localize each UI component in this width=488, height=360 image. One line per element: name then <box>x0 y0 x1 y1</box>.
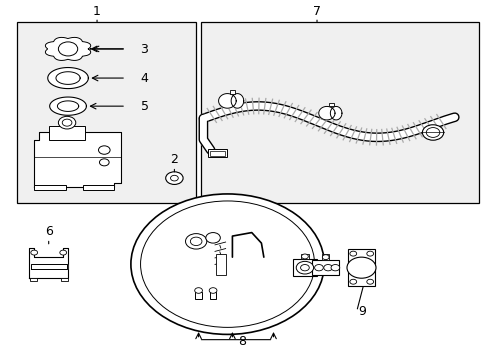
Circle shape <box>366 279 373 284</box>
Circle shape <box>60 250 66 255</box>
Bar <box>216 254 225 275</box>
Circle shape <box>296 261 313 274</box>
Circle shape <box>31 250 38 255</box>
Polygon shape <box>231 94 243 108</box>
Circle shape <box>58 42 78 56</box>
Text: 4: 4 <box>140 72 148 85</box>
Polygon shape <box>218 94 236 108</box>
Bar <box>30 278 37 281</box>
Text: 3: 3 <box>140 44 148 57</box>
Circle shape <box>205 233 220 243</box>
Polygon shape <box>318 107 334 120</box>
Polygon shape <box>330 107 341 120</box>
Text: 8: 8 <box>238 336 245 348</box>
Circle shape <box>58 116 76 129</box>
Circle shape <box>98 146 110 154</box>
Circle shape <box>323 265 332 271</box>
Text: 2: 2 <box>170 153 178 166</box>
Circle shape <box>185 234 206 249</box>
Bar <box>348 249 374 286</box>
Bar <box>61 278 67 281</box>
Circle shape <box>322 255 328 260</box>
Polygon shape <box>57 101 79 111</box>
Circle shape <box>366 251 373 256</box>
Bar <box>208 149 226 157</box>
Circle shape <box>349 279 356 284</box>
Bar <box>292 259 316 276</box>
Polygon shape <box>50 97 86 115</box>
Bar <box>311 260 339 275</box>
Circle shape <box>209 288 217 293</box>
Polygon shape <box>45 37 91 60</box>
Text: 5: 5 <box>140 100 148 113</box>
Polygon shape <box>48 68 88 89</box>
Circle shape <box>194 288 202 293</box>
Polygon shape <box>56 72 80 84</box>
Circle shape <box>300 265 308 271</box>
Text: 6: 6 <box>45 225 53 238</box>
Text: 9: 9 <box>357 305 365 318</box>
Polygon shape <box>34 132 121 187</box>
Text: 7: 7 <box>312 5 320 18</box>
Bar <box>322 254 328 260</box>
Circle shape <box>330 265 339 271</box>
Circle shape <box>140 201 314 327</box>
Bar <box>17 22 196 203</box>
Circle shape <box>99 159 109 166</box>
Bar <box>301 254 308 259</box>
Circle shape <box>131 194 324 334</box>
Bar <box>82 185 114 190</box>
Circle shape <box>422 125 443 140</box>
Bar <box>49 126 85 140</box>
Circle shape <box>165 172 183 184</box>
Circle shape <box>426 127 439 138</box>
Circle shape <box>349 251 356 256</box>
Circle shape <box>190 237 202 246</box>
Bar <box>229 90 234 94</box>
Circle shape <box>314 265 323 271</box>
Polygon shape <box>31 264 66 269</box>
Circle shape <box>170 175 178 181</box>
Bar <box>328 103 333 107</box>
Bar <box>201 22 478 203</box>
Text: 1: 1 <box>93 5 101 18</box>
Circle shape <box>301 254 308 259</box>
Bar <box>210 151 224 156</box>
Circle shape <box>346 257 375 278</box>
Bar <box>195 292 202 299</box>
Polygon shape <box>29 248 68 278</box>
Bar <box>34 185 65 190</box>
Bar <box>209 292 216 299</box>
Circle shape <box>62 119 72 126</box>
